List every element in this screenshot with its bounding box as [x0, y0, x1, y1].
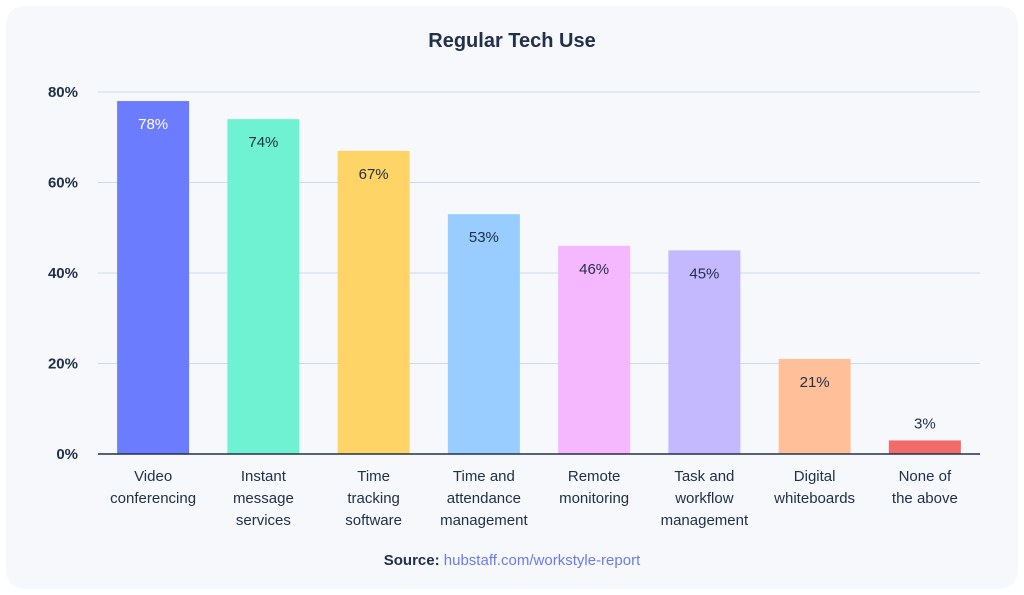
y-tick-label: 20% — [48, 356, 78, 373]
x-tick-label: Instant — [241, 468, 287, 485]
x-tick-label: None of — [899, 468, 952, 485]
y-tick-label: 0% — [56, 446, 78, 463]
x-tick-label: monitoring — [559, 490, 629, 507]
data-label: 21% — [800, 374, 830, 391]
x-tick-label: whiteboards — [773, 490, 855, 507]
x-tick-label: tracking — [347, 490, 400, 507]
bar — [888, 440, 961, 454]
x-tick-label: services — [236, 512, 291, 529]
data-label: 53% — [469, 229, 499, 246]
data-label: 45% — [689, 265, 719, 282]
x-tick-label: Remote — [568, 468, 621, 485]
chart-title: Regular Tech Use — [428, 30, 596, 52]
x-tick-label: software — [345, 512, 402, 529]
source-link[interactable]: hubstaff.com/workstyle-report — [443, 552, 641, 569]
bar — [668, 250, 741, 454]
bar — [337, 150, 410, 454]
x-tick-label: management — [661, 512, 749, 529]
y-tick-label: 40% — [48, 265, 78, 282]
data-label: 74% — [248, 134, 278, 151]
x-tick-label: management — [440, 512, 528, 529]
data-label: 46% — [579, 261, 609, 278]
bar — [227, 119, 300, 455]
bar — [558, 245, 631, 454]
x-tick-label: workflow — [674, 490, 734, 507]
x-tick-label: Video — [134, 468, 172, 485]
data-label: 78% — [138, 116, 168, 133]
y-tick-label: 80% — [48, 84, 78, 101]
x-tick-label: Task and — [674, 468, 734, 485]
bar — [778, 358, 851, 454]
x-tick-label: message — [233, 490, 294, 507]
source-label: Source: — [383, 552, 440, 569]
bar — [117, 101, 190, 455]
data-label: 67% — [359, 166, 389, 183]
x-tick-label: attendance — [447, 490, 521, 507]
x-tick-label: Time — [357, 468, 390, 485]
source-line: Source: hubstaff.com/workstyle-report — [0, 552, 1024, 569]
x-tick-label: the above — [892, 490, 958, 507]
x-tick-label: conferencing — [110, 490, 196, 507]
x-tick-label: Time and — [453, 468, 515, 485]
bar — [447, 214, 520, 454]
data-label: 3% — [914, 415, 936, 432]
y-tick-label: 60% — [48, 175, 78, 192]
x-tick-label: Digital — [794, 468, 836, 485]
